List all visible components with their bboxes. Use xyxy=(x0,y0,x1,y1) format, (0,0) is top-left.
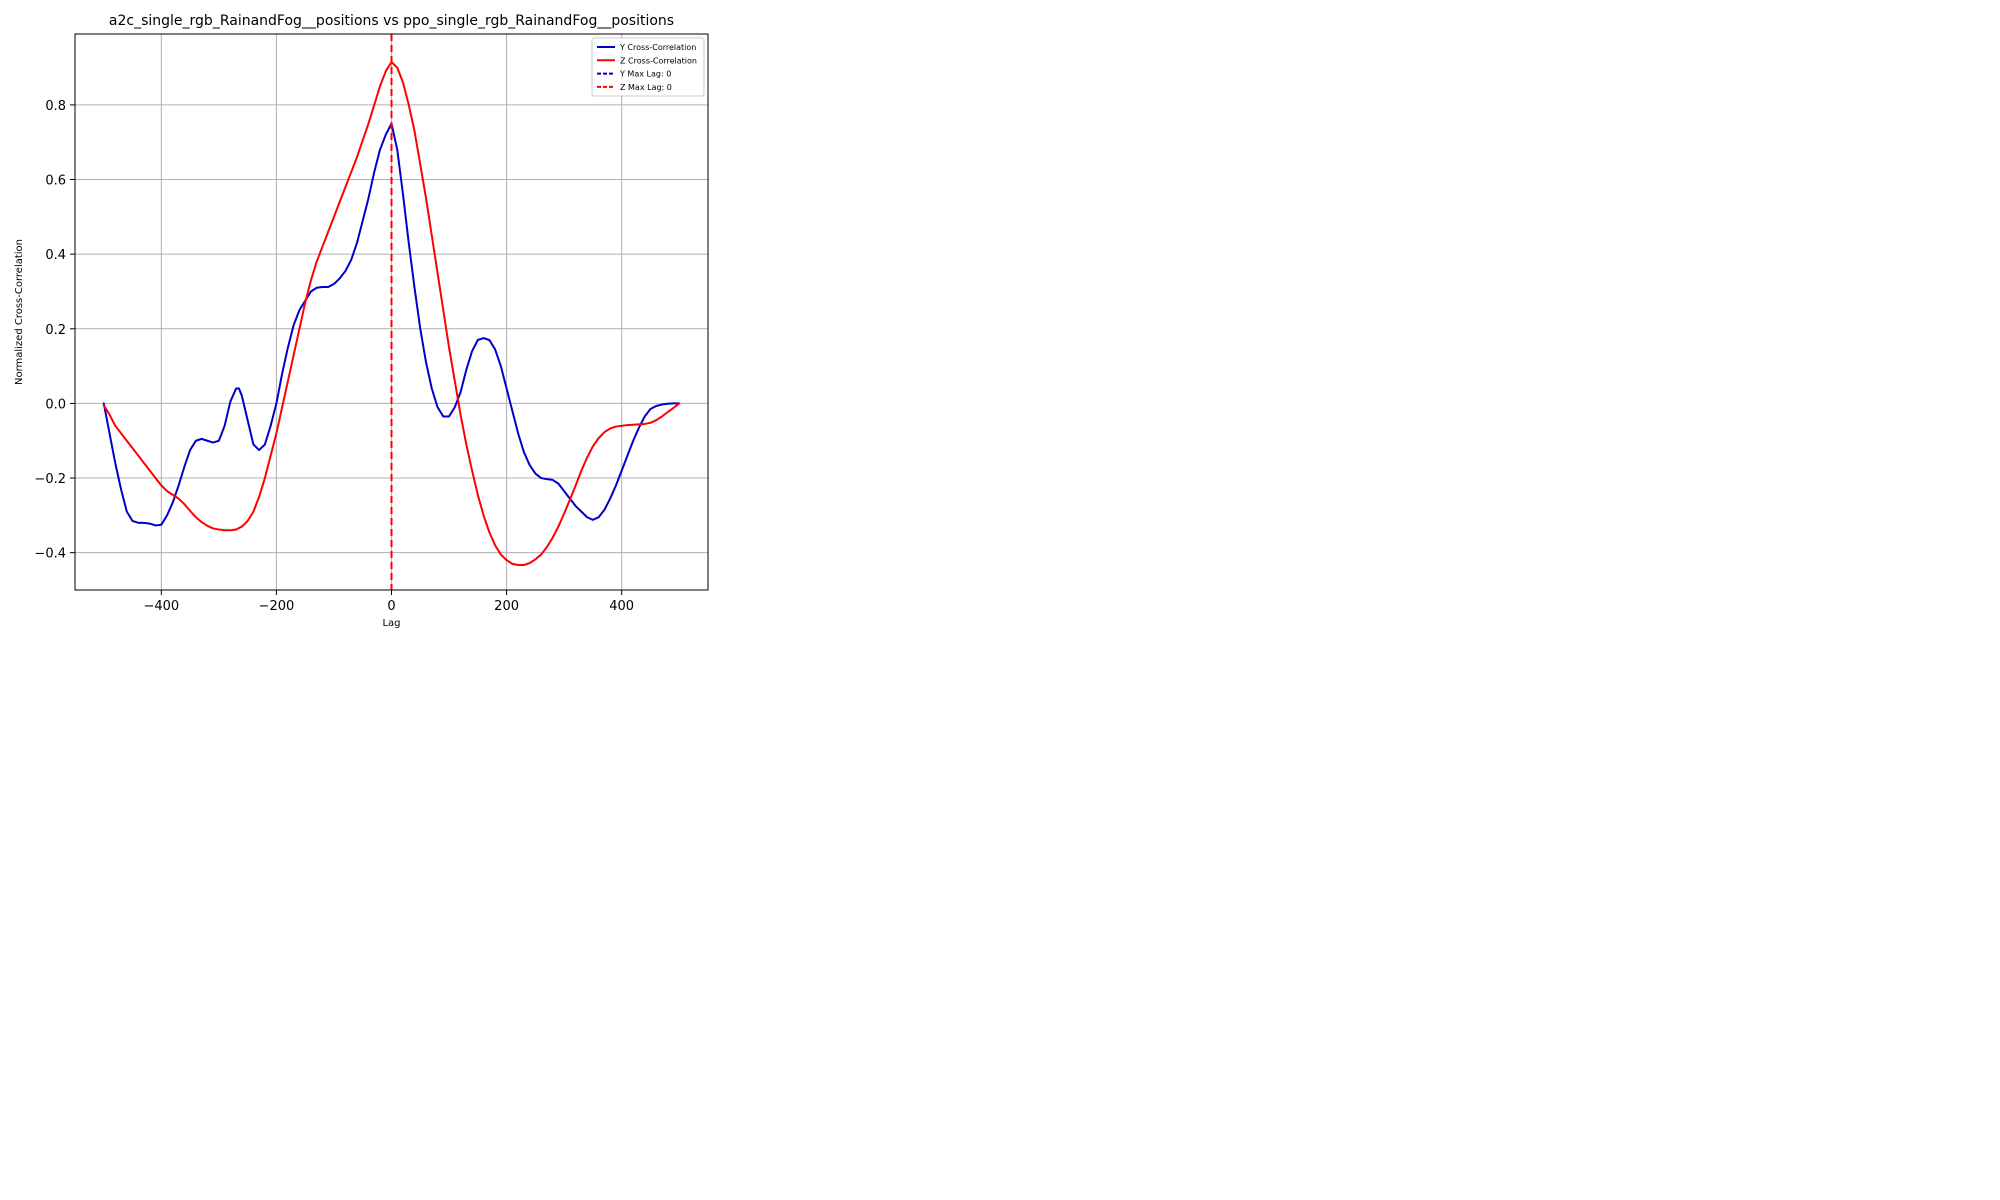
y-tick-label: −0.2 xyxy=(34,472,66,487)
y-axis-ticks: −0.4 −0.2 0.0 0.2 0.4 0.6 0.8 xyxy=(34,99,75,562)
x-tick-label: 0 xyxy=(387,599,395,614)
legend: Y Cross-Correlation Z Cross-Correlation … xyxy=(591,37,705,97)
x-tick-label: −400 xyxy=(143,599,179,614)
chart-title: a2c_single_rgb_RainandFog__positions vs … xyxy=(109,13,674,29)
x-axis-label: Lag xyxy=(382,618,400,629)
series-line-z-cross-correlation xyxy=(102,60,681,566)
y-tick-label: −0.4 xyxy=(34,547,66,562)
legend-box xyxy=(591,37,705,97)
x-tick-label: 400 xyxy=(609,599,634,614)
y-tick-label: 0.8 xyxy=(45,99,66,114)
legend-label-z-cross-correlation: Z Cross-Correlation xyxy=(620,56,697,65)
series-lines xyxy=(102,60,681,566)
y-tick-label: 0.4 xyxy=(45,248,66,263)
x-tick-label: 200 xyxy=(494,599,519,614)
series-line-y-cross-correlation xyxy=(102,122,681,527)
y-tick-label: 0.2 xyxy=(45,323,66,338)
legend-label-y-cross-correlation: Y Cross-Correlation xyxy=(619,43,696,52)
x-tick-label: −200 xyxy=(259,599,295,614)
legend-label-y-max-lag: Y Max Lag: 0 xyxy=(619,70,671,79)
y-tick-label: 0.6 xyxy=(45,174,66,189)
x-axis-ticks: −400 −200 0 200 400 xyxy=(143,590,634,614)
y-tick-label: 0.0 xyxy=(45,397,66,412)
y-axis-label: Normalized Cross-Correlation xyxy=(14,239,25,385)
legend-label-z-max-lag: Z Max Lag: 0 xyxy=(620,83,672,92)
